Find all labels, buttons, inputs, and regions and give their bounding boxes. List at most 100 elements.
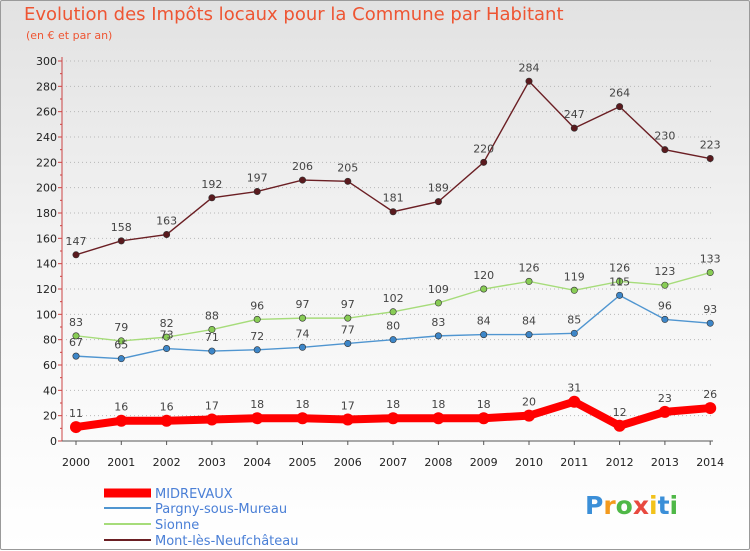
data-label: 20 bbox=[522, 396, 536, 409]
data-label: 181 bbox=[383, 192, 404, 205]
data-label: 18 bbox=[386, 398, 400, 411]
chart-title: Evolution des Impôts locaux pour la Comm… bbox=[24, 4, 564, 25]
data-label: 115 bbox=[609, 275, 630, 288]
data-point bbox=[525, 277, 533, 285]
data-point bbox=[208, 326, 216, 334]
y-tick-label: 60 bbox=[43, 359, 57, 372]
y-tick-label: 100 bbox=[36, 308, 57, 321]
data-label: 18 bbox=[250, 398, 264, 411]
x-tick-label: 2013 bbox=[651, 456, 679, 469]
data-label: 67 bbox=[69, 336, 83, 349]
proxiti-logo: Proxiti bbox=[585, 491, 679, 520]
data-point bbox=[341, 413, 354, 426]
data-point bbox=[661, 315, 669, 323]
data-point bbox=[389, 208, 397, 216]
data-label: 31 bbox=[567, 382, 581, 395]
data-label: 97 bbox=[341, 298, 355, 311]
data-point bbox=[613, 419, 626, 432]
data-label: 85 bbox=[567, 313, 581, 326]
data-label: 83 bbox=[431, 316, 445, 329]
data-point bbox=[525, 331, 533, 339]
data-point bbox=[208, 194, 216, 202]
chart-subtitle: (en € et par an) bbox=[26, 29, 113, 42]
data-point bbox=[344, 314, 352, 322]
data-point bbox=[389, 308, 397, 316]
data-point bbox=[160, 414, 173, 427]
data-point bbox=[570, 124, 578, 132]
data-point bbox=[117, 237, 125, 245]
legend-label-pargny-sous-mureau: Pargny-sous-Mureau bbox=[155, 502, 287, 517]
data-point bbox=[704, 402, 717, 415]
data-label: 96 bbox=[658, 299, 672, 312]
x-tick-label: 2014 bbox=[696, 456, 724, 469]
data-point bbox=[251, 412, 264, 425]
x-tick-label: 2007 bbox=[379, 456, 407, 469]
x-tick-label: 2008 bbox=[424, 456, 452, 469]
x-tick-label: 2004 bbox=[243, 456, 271, 469]
data-point bbox=[523, 409, 535, 422]
data-point bbox=[570, 286, 578, 294]
data-point bbox=[661, 146, 669, 154]
data-label: 16 bbox=[114, 401, 128, 414]
data-point bbox=[387, 412, 400, 425]
data-label: 147 bbox=[66, 235, 87, 248]
data-point bbox=[480, 331, 488, 339]
legend-label-mont-l-s-neufch-teau: Mont-lès-Neufchâteau bbox=[155, 534, 298, 549]
data-point bbox=[706, 269, 714, 277]
x-tick-label: 2011 bbox=[560, 456, 588, 469]
data-point bbox=[616, 291, 624, 299]
data-label: 109 bbox=[428, 283, 449, 296]
data-label: 126 bbox=[609, 261, 630, 274]
data-label: 93 bbox=[703, 303, 717, 316]
data-label: 17 bbox=[341, 399, 355, 412]
data-label: 72 bbox=[250, 330, 264, 343]
data-point bbox=[205, 413, 218, 426]
data-point bbox=[616, 277, 624, 285]
data-label: 65 bbox=[114, 339, 128, 352]
data-point bbox=[298, 343, 306, 351]
data-point bbox=[706, 155, 714, 163]
data-label: 77 bbox=[341, 323, 355, 336]
data-label: 120 bbox=[473, 269, 494, 282]
y-tick-label: 280 bbox=[36, 80, 57, 93]
data-label: 247 bbox=[564, 108, 585, 121]
y-tick-label: 240 bbox=[36, 131, 57, 144]
x-tick-label: 2003 bbox=[198, 456, 226, 469]
data-label: 17 bbox=[205, 399, 219, 412]
data-label: 26 bbox=[703, 388, 717, 401]
x-tick-label: 2012 bbox=[606, 456, 634, 469]
data-point bbox=[389, 336, 397, 344]
data-point bbox=[568, 395, 581, 408]
data-label: 205 bbox=[337, 161, 358, 174]
data-point bbox=[115, 414, 128, 427]
data-point bbox=[72, 251, 80, 259]
y-tick-label: 20 bbox=[43, 410, 57, 423]
series-line-mont-l-s-neufch-teau bbox=[75, 80, 711, 256]
data-label: 206 bbox=[292, 160, 313, 173]
data-point bbox=[661, 281, 669, 289]
y-tick-label: 220 bbox=[36, 156, 57, 169]
data-point bbox=[163, 333, 171, 341]
y-tick-label: 80 bbox=[43, 334, 57, 347]
data-label: 223 bbox=[700, 139, 721, 152]
data-label: 84 bbox=[477, 315, 491, 328]
data-point bbox=[117, 355, 125, 363]
data-point bbox=[163, 231, 171, 239]
data-label: 230 bbox=[654, 130, 675, 143]
data-point bbox=[706, 319, 714, 327]
data-label: 189 bbox=[428, 182, 449, 195]
data-label: 88 bbox=[205, 310, 219, 323]
data-point bbox=[208, 347, 216, 355]
data-label: 12 bbox=[613, 406, 627, 419]
data-label: 79 bbox=[114, 321, 128, 334]
data-label: 18 bbox=[431, 398, 445, 411]
data-point bbox=[117, 337, 125, 345]
data-point bbox=[70, 421, 82, 434]
data-point bbox=[253, 315, 261, 323]
data-point bbox=[525, 77, 533, 85]
data-label: 192 bbox=[201, 178, 222, 191]
y-tick-label: 0 bbox=[50, 435, 57, 448]
y-tick-label: 180 bbox=[36, 207, 57, 220]
data-label: 102 bbox=[383, 292, 404, 305]
